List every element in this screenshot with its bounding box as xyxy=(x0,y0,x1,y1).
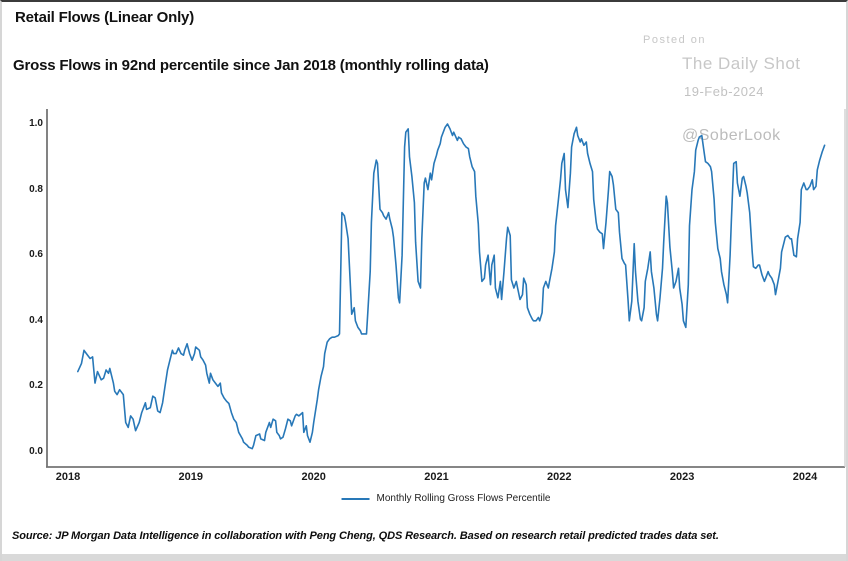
gross-flows-percentile-line xyxy=(77,123,826,450)
watermark-handle: @SoberLook xyxy=(682,127,781,144)
y-axis-tick-label: 0.8 xyxy=(29,183,43,195)
watermark-posted-on: Posted on xyxy=(643,34,707,46)
chart-subtitle: Gross Flows in 92nd percentile since Jan… xyxy=(13,57,489,74)
legend-label: Monthly Rolling Gross Flows Percentile xyxy=(376,493,551,504)
x-axis-tick-label: 2019 xyxy=(178,471,204,483)
watermark-site-name: The Daily Shot xyxy=(682,54,801,73)
x-axis-tick-label: 2018 xyxy=(55,471,81,483)
y-axis-tick-label: 1.0 xyxy=(29,118,43,129)
y-axis-tick-label: 0.6 xyxy=(29,249,43,261)
legend-line-sample xyxy=(341,497,370,500)
page-title: Retail Flows (Linear Only) xyxy=(15,9,194,26)
source-note: Source: JP Morgan Data Intelligence in c… xyxy=(12,530,719,542)
x-axis-tick-label: 2024 xyxy=(792,471,818,483)
y-axis-tick-label: 0.0 xyxy=(29,446,43,457)
y-axis-tick-label: 0.2 xyxy=(29,380,43,392)
watermark-date: 19-Feb-2024 xyxy=(684,84,764,99)
x-axis-tick-label: 2020 xyxy=(301,471,326,483)
x-axis-tick-label: 2021 xyxy=(424,471,449,483)
bottom-border-strip xyxy=(2,554,846,561)
x-axis-tick-label: 2023 xyxy=(669,471,695,483)
legend: Monthly Rolling Gross Flows Percentile xyxy=(341,493,551,504)
y-axis-tick-label: 0.4 xyxy=(29,314,43,326)
x-axis-tick-label: 2022 xyxy=(547,471,572,483)
